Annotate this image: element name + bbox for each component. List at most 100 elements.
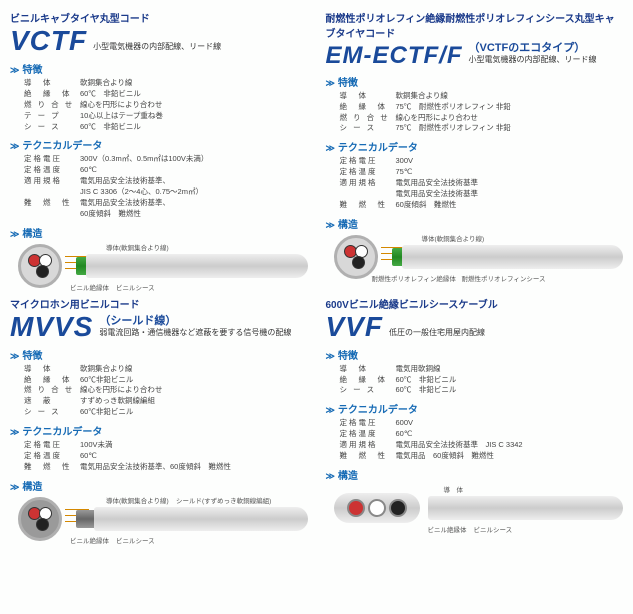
spec-row: 定格温度60℃ <box>340 429 624 440</box>
product-code: VVF <box>326 313 383 341</box>
structure-diagram: 導体(軟銅集合より線) 耐燃性ポリオレフィン絶縁体 耐燃性ポリオレフィンシース <box>334 235 624 279</box>
label: ビニルシース <box>116 282 155 292</box>
spec-row: シ ー ス60℃非鉛ビニル <box>24 407 308 418</box>
spec-row: JIS C 3306（2〜4心、0.75〜2m㎡） <box>24 187 308 198</box>
sub-text: 小型電気機器の内部配線、リード線 <box>468 55 596 64</box>
cross-section-icon <box>18 244 62 288</box>
struct-heading: 構造 <box>10 478 308 493</box>
spec-row: 難 燃 性電気用品安全法技術基準、 <box>24 198 308 209</box>
tech-list: 定格電圧300V定格温度75℃適用規格電気用品安全法技術基準電気用品安全法技術基… <box>340 156 624 210</box>
tech-list: 定格電圧300V（0.3m㎡、0.5m㎡は100V未満）定格温度60℃適用規格電… <box>24 154 308 219</box>
features-list: 導 体軟銅集合より線絶 縁 体60℃ 非鉛ビニル燃 り 合 せ線心を円形により合… <box>24 78 308 132</box>
features-list: 導 体軟銅集合より線絶 縁 体75℃ 耐燃性ポリオレフィン 非鉛燃 り 合 せ線… <box>340 91 624 135</box>
structure-diagram: 導体(軟銅集合より線) シールド(すずめっき軟銅線編組) ビニル絶縁体 ビニルシ… <box>18 497 308 541</box>
spec-row: シ ー ス60℃ 非鉛ビニル <box>340 385 624 396</box>
spec-row: 燃 り 合 せ線心を円形により合わせ <box>24 385 308 396</box>
label: ビニルシース <box>474 524 513 534</box>
spec-row: シ ー ス60℃ 非鉛ビニル <box>24 122 308 133</box>
spec-row: 絶 縁 体75℃ 耐燃性ポリオレフィン 非鉛 <box>340 102 624 113</box>
cross-section-flat-icon <box>334 493 420 523</box>
features-heading: 特徴 <box>10 61 308 76</box>
spec-row: 適用規格電気用品安全法技術基準 JIS C 3342 <box>340 440 624 451</box>
subtitle: 小型電気機器の内部配線、リード線 <box>93 42 221 55</box>
label: 導体(軟銅集合より線) <box>106 495 169 505</box>
spec-row: 定格電圧300V（0.3m㎡、0.5m㎡は100V未満） <box>24 154 308 165</box>
eco-tag: （シールド線） <box>99 315 176 327</box>
subtitle: 低圧の一般住宅用屋内配線 <box>389 328 485 341</box>
spec-row: テ ー プ10心以上はテープ重ね巻 <box>24 111 308 122</box>
spec-row: 定格電圧100V未満 <box>24 440 308 451</box>
spec-row: 難 燃 性電気用品安全法技術基準、60度傾斜 難燃性 <box>24 462 308 473</box>
structure-diagram: 導 体 ビニル絶縁体 ビニルシース <box>334 486 624 530</box>
spec-row: 適用規格電気用品安全法技術基準、 <box>24 176 308 187</box>
structure-diagram: 導体(軟銅集合より線) ビニル絶縁体 ビニルシース <box>18 244 308 288</box>
side-view-icon: 導体(軟銅集合より線) ビニル絶縁体 ビニルシース <box>66 244 308 288</box>
label: ビニル絶縁体 <box>70 282 109 292</box>
category: マイクロホン用ビニルコード <box>10 296 308 311</box>
label: ビニル絶縁体 <box>428 524 467 534</box>
card-mvvs: マイクロホン用ビニルコード MVVS （シールド線） 弱電流回路・通信機器など遮… <box>10 294 308 543</box>
category: 600Vビニル絶縁ビニルシースケーブル <box>326 296 624 311</box>
spec-row: 電気用品安全法技術基準 <box>340 189 624 200</box>
product-code: MVVS <box>10 313 93 341</box>
label: 導体(軟銅集合より線) <box>422 233 485 243</box>
subtitle: （VCTFのエコタイプ） 小型電気機器の内部配線、リード線 <box>468 42 596 68</box>
card-vvf: 600Vビニル絶縁ビニルシースケーブル VVF 低圧の一般住宅用屋内配線 特徴 … <box>326 294 624 543</box>
spec-row: 絶 縁 体60℃ 非鉛ビニル <box>24 89 308 100</box>
category: ビニルキャブタイヤ丸型コード <box>10 10 308 25</box>
label: 導体(軟銅集合より線) <box>106 242 169 252</box>
product-line: VCTF 小型電気機器の内部配線、リード線 <box>10 27 308 55</box>
category: 耐燃性ポリオレフィン絶縁耐燃性ポリオレフィンシース丸型キャブタイヤコード <box>326 10 624 40</box>
product-code: EM-ECTF/F <box>326 44 463 68</box>
spec-row: 定格温度75℃ <box>340 167 624 178</box>
label: 耐燃性ポリオレフィンシース <box>462 273 546 283</box>
label: ビニル絶縁体 <box>70 535 109 545</box>
product-line: MVVS （シールド線） 弱電流回路・通信機器など遮蔽を要する信号機の配線 <box>10 313 308 341</box>
struct-heading: 構造 <box>326 467 624 482</box>
spec-row: 定格温度60℃ <box>24 165 308 176</box>
spec-row: 難 燃 性60度傾斜 難燃性 <box>340 200 624 211</box>
features-heading: 特徴 <box>326 74 624 89</box>
spec-row: 導 体軟銅集合より線 <box>24 78 308 89</box>
spec-row: 遮 蔽すずめっき軟銅線編組 <box>24 396 308 407</box>
side-view-icon: 導体(軟銅集合より線) 耐燃性ポリオレフィン絶縁体 耐燃性ポリオレフィンシース <box>382 235 624 279</box>
struct-heading: 構造 <box>10 225 308 240</box>
tech-list: 定格電圧100V未満定格温度60℃難 燃 性電気用品安全法技術基準、60度傾斜 … <box>24 440 308 473</box>
spec-row: 絶 縁 体60℃ 非鉛ビニル <box>340 375 624 386</box>
product-code: VCTF <box>10 27 87 55</box>
struct-heading: 構造 <box>326 216 624 231</box>
features-list: 導 体電気用軟銅線絶 縁 体60℃ 非鉛ビニルシ ー ス60℃ 非鉛ビニル <box>340 364 624 397</box>
features-list: 導 体軟銅集合より線絶 縁 体60℃非鉛ビニル燃 り 合 せ線心を円形により合わ… <box>24 364 308 418</box>
label: 導 体 <box>444 484 464 494</box>
spec-row: 定格電圧600V <box>340 418 624 429</box>
product-line: VVF 低圧の一般住宅用屋内配線 <box>326 313 624 341</box>
side-view-icon: 導 体 ビニル絶縁体 ビニルシース <box>424 486 624 530</box>
spec-row: 導 体軟銅集合より線 <box>340 91 624 102</box>
card-vctf: ビニルキャブタイヤ丸型コード VCTF 小型電気機器の内部配線、リード線 特徴 … <box>10 8 308 290</box>
label: シールド(すずめっき軟銅線編組) <box>176 495 271 505</box>
sub-text: 弱電流回路・通信機器など遮蔽を要する信号機の配線 <box>99 328 291 337</box>
tech-heading: テクニカルデータ <box>326 139 624 154</box>
subtitle: （シールド線） 弱電流回路・通信機器など遮蔽を要する信号機の配線 <box>99 315 291 341</box>
features-heading: 特徴 <box>10 347 308 362</box>
product-grid: ビニルキャブタイヤ丸型コード VCTF 小型電気機器の内部配線、リード線 特徴 … <box>10 8 623 543</box>
spec-row: 絶 縁 体60℃非鉛ビニル <box>24 375 308 386</box>
spec-row: 導 体軟銅集合より線 <box>24 364 308 375</box>
side-view-icon: 導体(軟銅集合より線) シールド(すずめっき軟銅線編組) ビニル絶縁体 ビニルシ… <box>66 497 308 541</box>
tech-heading: テクニカルデータ <box>10 423 308 438</box>
card-em-ectf: 耐燃性ポリオレフィン絶縁耐燃性ポリオレフィンシース丸型キャブタイヤコード EM-… <box>326 8 624 290</box>
tech-heading: テクニカルデータ <box>10 137 308 152</box>
spec-row: 燃 り 合 せ線心を円形により合わせ <box>24 100 308 111</box>
product-line: EM-ECTF/F （VCTFのエコタイプ） 小型電気機器の内部配線、リード線 <box>326 42 624 68</box>
eco-tag: （VCTFのエコタイプ） <box>468 42 585 54</box>
features-heading: 特徴 <box>326 347 624 362</box>
spec-row: 定格電圧300V <box>340 156 624 167</box>
spec-row: 難 燃 性電気用品 60度傾斜 難燃性 <box>340 451 624 462</box>
label: 耐燃性ポリオレフィン絶縁体 <box>372 273 456 283</box>
spec-row: 燃 り 合 せ線心を円形により合わせ <box>340 113 624 124</box>
spec-row: 定格温度60℃ <box>24 451 308 462</box>
tech-heading: テクニカルデータ <box>326 401 624 416</box>
spec-row: 適用規格電気用品安全法技術基準 <box>340 178 624 189</box>
spec-row: 導 体電気用軟銅線 <box>340 364 624 375</box>
label: ビニルシース <box>116 535 155 545</box>
